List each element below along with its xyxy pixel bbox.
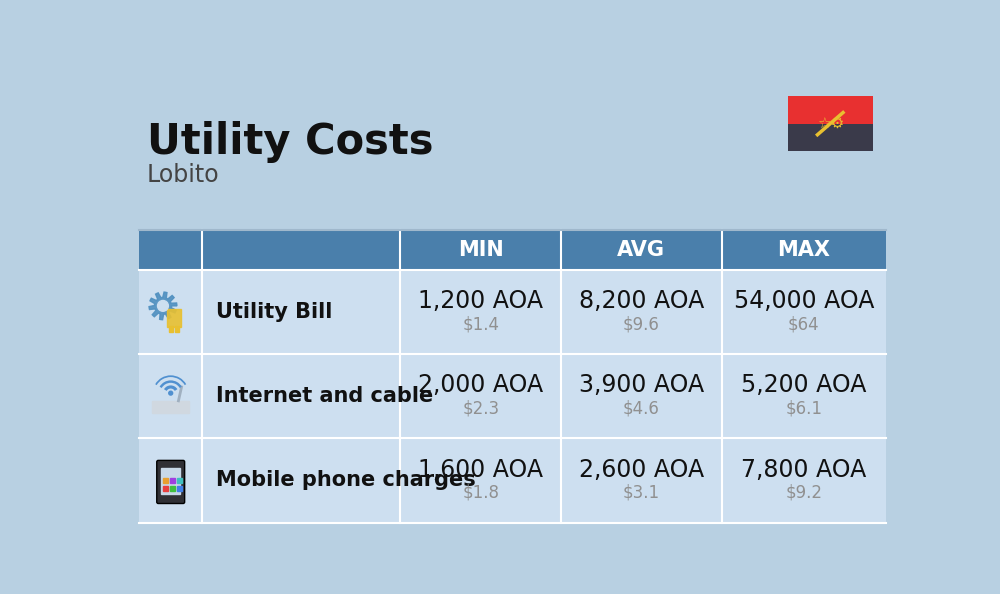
Bar [170, 478, 175, 484]
Text: $2.3: $2.3 [462, 400, 499, 418]
Polygon shape [149, 292, 177, 320]
Circle shape [169, 391, 173, 395]
Text: Internet and cable: Internet and cable [216, 386, 434, 406]
Text: Utility Bill: Utility Bill [216, 302, 333, 322]
Bar [202, 270, 400, 354]
Text: ☆⚙: ☆⚙ [817, 116, 844, 131]
Bar [161, 468, 180, 494]
Bar [400, 438, 561, 523]
FancyBboxPatch shape [157, 460, 185, 504]
Bar [561, 354, 722, 438]
Bar [139, 438, 202, 523]
Text: $3.1: $3.1 [623, 484, 660, 502]
Bar [152, 401, 189, 413]
Text: $6.1: $6.1 [785, 400, 822, 418]
Bar [139, 230, 202, 270]
Text: 5,200 AOA: 5,200 AOA [741, 374, 867, 397]
Text: 1,200 AOA: 1,200 AOA [418, 289, 543, 313]
Bar [163, 486, 168, 491]
Text: MAX: MAX [777, 240, 830, 260]
Text: $9.6: $9.6 [623, 315, 660, 333]
Bar [169, 326, 173, 332]
Text: 2,000 AOA: 2,000 AOA [418, 374, 543, 397]
Text: Mobile phone charges: Mobile phone charges [216, 470, 476, 491]
Bar [722, 230, 886, 270]
Bar [202, 438, 400, 523]
Bar [139, 354, 202, 438]
Bar [400, 270, 561, 354]
Bar [561, 230, 722, 270]
Bar [139, 270, 202, 354]
Text: 8,200 AOA: 8,200 AOA [579, 289, 704, 313]
Bar [722, 354, 886, 438]
Bar [788, 96, 873, 124]
Text: MIN: MIN [458, 240, 504, 260]
Bar [163, 478, 168, 484]
Bar [202, 354, 400, 438]
Bar [167, 309, 181, 327]
Text: 54,000 AOA: 54,000 AOA [734, 289, 874, 313]
Bar [177, 478, 182, 484]
Bar [561, 270, 722, 354]
Bar [175, 326, 179, 332]
Text: $1.8: $1.8 [462, 484, 499, 502]
Text: 3,900 AOA: 3,900 AOA [579, 374, 704, 397]
Bar [202, 230, 400, 270]
Text: $64: $64 [788, 315, 820, 333]
Text: Lobito: Lobito [147, 163, 219, 187]
Bar [788, 124, 873, 151]
Text: $4.6: $4.6 [623, 400, 660, 418]
Text: $9.2: $9.2 [785, 484, 822, 502]
Bar [722, 270, 886, 354]
Bar [177, 486, 182, 491]
Bar [400, 230, 561, 270]
Circle shape [158, 301, 168, 311]
Text: $1.4: $1.4 [462, 315, 499, 333]
Text: AVG: AVG [617, 240, 665, 260]
Bar [170, 486, 175, 491]
Text: 2,600 AOA: 2,600 AOA [579, 457, 704, 482]
Text: 1,600 AOA: 1,600 AOA [418, 457, 543, 482]
Bar [722, 438, 886, 523]
Text: 7,800 AOA: 7,800 AOA [741, 457, 866, 482]
Bar [561, 438, 722, 523]
Bar [400, 354, 561, 438]
Text: Utility Costs: Utility Costs [147, 121, 433, 163]
